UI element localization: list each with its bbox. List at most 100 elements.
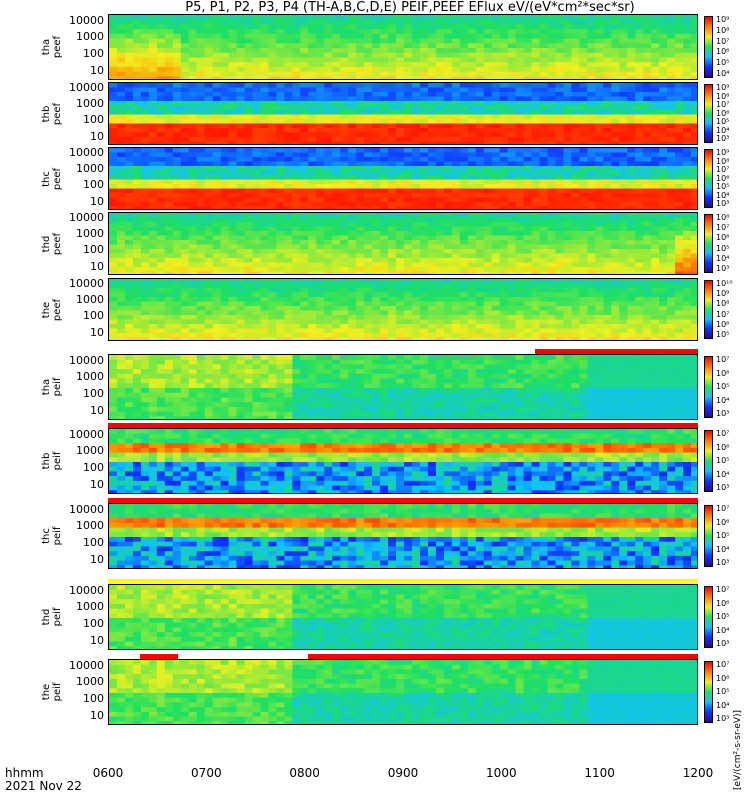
- heatmap-cell: [443, 253, 453, 259]
- heatmap-cell: [419, 24, 429, 30]
- heatmap-cell: [204, 119, 214, 125]
- heatmap-cell: [372, 52, 381, 59]
- heatmap-cell: [196, 179, 206, 185]
- heatmap-cell: [196, 226, 206, 232]
- heatmap-cell: [300, 110, 309, 116]
- heatmap-cell: [419, 297, 429, 303]
- heatmap-cell: [683, 87, 692, 93]
- heatmap-cell: [116, 333, 126, 339]
- heatmap-cell: [419, 306, 429, 312]
- heatmap-cell: [260, 267, 270, 273]
- heatmap-cell: [228, 19, 238, 26]
- heatmap-cell: [308, 96, 317, 102]
- heatmap-cell: [427, 15, 437, 21]
- heatmap-cell: [643, 161, 652, 167]
- heatmap-cell: [491, 57, 501, 63]
- heatmap-cell: [244, 271, 254, 274]
- heatmap-cell: [643, 48, 652, 54]
- heatmap-cell: [435, 324, 445, 330]
- heatmap-cell: [316, 240, 325, 246]
- heatmap-cell: [236, 288, 246, 294]
- heatmap-cell: [268, 244, 278, 250]
- heatmap-cell: [364, 48, 373, 54]
- heatmap-cell: [308, 297, 317, 303]
- heatmap-cell: [427, 24, 437, 30]
- heatmap-cell: [443, 315, 453, 321]
- heatmap-cell: [332, 71, 341, 77]
- heatmap-cell: [300, 43, 309, 49]
- heatmap-cell: [619, 244, 628, 250]
- heatmap-cell: [252, 231, 262, 237]
- heatmap-cell: [260, 324, 270, 330]
- heatmap-cell: [109, 132, 118, 138]
- heatmap-cell: [619, 24, 628, 30]
- heatmap-cell: [172, 226, 182, 232]
- heatmap-cell: [419, 179, 429, 185]
- heatmap-cell: [563, 71, 573, 77]
- heatmap-cell: [268, 83, 278, 89]
- heatmap-cell: [180, 71, 190, 77]
- heatmap-cell: [515, 76, 525, 79]
- heatmap-cell: [212, 301, 222, 307]
- heatmap-cell: [109, 206, 118, 209]
- heatmap-cell: [635, 222, 644, 228]
- heatmap-cell: [268, 119, 278, 125]
- heatmap-cell: [555, 222, 565, 228]
- heatmap-cell: [667, 202, 676, 208]
- heatmap-cell: [443, 15, 453, 21]
- heatmap-cell: [635, 96, 644, 102]
- heatmap-cell: [188, 119, 198, 125]
- heatmap-cell: [404, 76, 413, 79]
- heatmap-cell: [260, 71, 270, 77]
- heatmap-cell: [451, 166, 461, 172]
- heatmap-cell: [491, 202, 501, 208]
- heatmap-cell: [188, 83, 198, 89]
- heatmap-cell: [651, 152, 660, 158]
- heatmap-cell: [324, 297, 333, 303]
- heatmap-cell: [531, 141, 541, 144]
- heatmap-cell: [411, 57, 421, 63]
- heatmap-cell: [364, 43, 373, 49]
- heatmap-cell: [531, 310, 541, 316]
- heatmap-cell: [531, 235, 541, 241]
- heatmap-cell: [284, 92, 293, 98]
- heatmap-cell: [555, 52, 565, 59]
- heatmap-cell: [308, 271, 317, 274]
- y-tick-label: 1000: [76, 97, 104, 111]
- heatmap-cell: [204, 337, 214, 340]
- heatmap-cell: [284, 119, 293, 125]
- heatmap-cell: [587, 62, 596, 68]
- heatmap-cell: [180, 48, 190, 54]
- heatmap-cell: [427, 283, 437, 289]
- heatmap-cell: [380, 222, 389, 228]
- heatmap-cell: [563, 38, 573, 44]
- heatmap-cell: [340, 105, 349, 111]
- heatmap-cell: [475, 52, 485, 59]
- heatmap-cell: [124, 319, 134, 325]
- heatmap-cell: [324, 267, 333, 273]
- heatmap-cell: [467, 337, 477, 340]
- heatmap-cell: [372, 319, 381, 325]
- heatmap-cell: [324, 197, 333, 203]
- heatmap-cell: [308, 315, 317, 321]
- heatmap-cell: [196, 175, 206, 181]
- heatmap-cell: [427, 19, 437, 26]
- heatmap-cell: [531, 148, 541, 154]
- heatmap-cell: [491, 92, 501, 98]
- heatmap-cell: [244, 310, 254, 316]
- heatmap-cell: [364, 262, 373, 268]
- heatmap-cell: [547, 288, 557, 294]
- heatmap-cell: [427, 319, 437, 325]
- heatmap-cell: [563, 76, 573, 79]
- heatmap-cell: [499, 110, 509, 116]
- heatmap-cell: [404, 114, 413, 120]
- heatmap-cell: [332, 15, 341, 21]
- heatmap-cell: [156, 96, 166, 102]
- heatmap-cell: [212, 297, 222, 303]
- heatmap-cell: [252, 92, 262, 98]
- colorbar-tick-label: 10⁵: [716, 58, 730, 68]
- heatmap-cell: [300, 271, 309, 274]
- heatmap-cell: [483, 123, 493, 129]
- heatmap-cell: [635, 66, 644, 73]
- heatmap-cell: [148, 110, 158, 116]
